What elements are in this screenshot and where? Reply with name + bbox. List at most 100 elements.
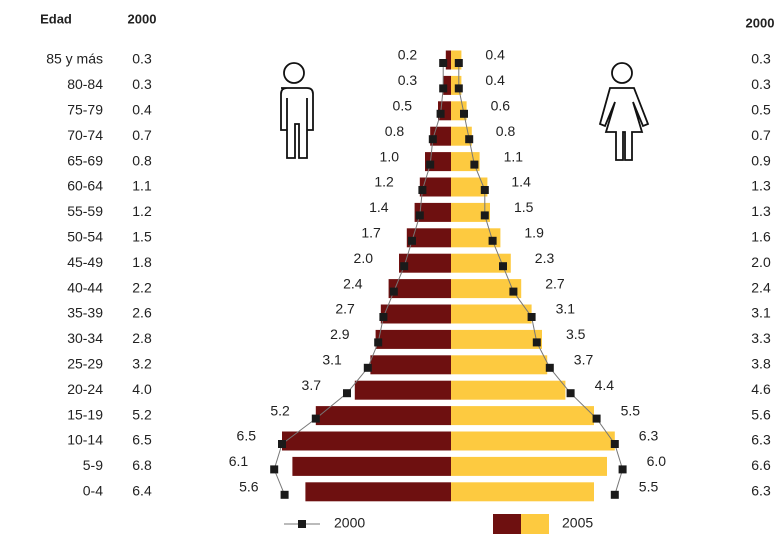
male-2005-label: 3.1 (322, 352, 342, 368)
male-2000-value: 0.4 (132, 102, 152, 118)
age-label: 20-24 (67, 381, 103, 397)
marker-2000 (488, 236, 497, 245)
age-label: 35-39 (67, 305, 103, 321)
female-2005-label: 4.4 (595, 377, 615, 393)
age-label: 25-29 (67, 356, 103, 372)
male-2000-value: 2.6 (132, 305, 152, 321)
female-2000-value: 4.6 (751, 381, 771, 397)
male-2000-value: 5.2 (132, 406, 152, 422)
male-2000-value: 3.2 (132, 356, 152, 372)
male-2005-label: 2.0 (354, 250, 374, 266)
marker-2000 (415, 211, 424, 220)
female-bar (451, 431, 615, 451)
age-label: 55-59 (67, 203, 103, 219)
column-header: 2000 (746, 15, 775, 30)
male-bar (399, 253, 451, 273)
male-bar (388, 279, 451, 299)
female-bar (451, 202, 490, 222)
marker-2000 (374, 338, 383, 347)
legend-swatch (521, 514, 549, 534)
marker-2000 (454, 84, 463, 93)
female-2000-value: 0.3 (751, 76, 771, 92)
female-2000-value: 6.3 (751, 483, 771, 499)
legend-label: 2005 (562, 515, 593, 531)
male-2005-label: 1.7 (361, 225, 381, 241)
female-2000-value: 1.6 (751, 229, 771, 245)
female-2000-value: 3.3 (751, 330, 771, 346)
female-2005-label: 3.5 (566, 326, 586, 342)
female-2005-label: 1.4 (511, 174, 531, 190)
age-label: 70-74 (67, 127, 103, 143)
female-2005-label: 0.4 (485, 47, 505, 63)
male-bar (292, 456, 451, 476)
marker-2000 (592, 414, 601, 423)
female-2000-value: 2.4 (751, 279, 771, 295)
male-2000-value: 1.1 (132, 178, 152, 194)
female-bar (451, 406, 594, 426)
male-2000-value: 0.3 (132, 51, 152, 67)
female-2000-value: 1.3 (751, 178, 771, 194)
male-2000-value: 6.5 (132, 432, 152, 448)
female-2005-label: 2.7 (545, 275, 565, 291)
legend-swatch (493, 514, 521, 534)
female-icon (598, 62, 650, 161)
female-2005-label: 3.7 (574, 352, 594, 368)
marker-2000 (439, 59, 448, 67)
marker-2000 (470, 160, 479, 169)
male-2005-label: 1.4 (369, 199, 389, 215)
male-bar (305, 482, 451, 502)
female-2000-value: 6.6 (751, 457, 771, 473)
legend-label: 2000 (334, 515, 365, 531)
male-2005-label: 0.8 (385, 123, 405, 139)
male-bar (406, 228, 451, 248)
age-label: 85 y más (46, 51, 103, 67)
female-2000-value: 3.8 (751, 356, 771, 372)
female-2005-label: 5.5 (621, 402, 641, 418)
marker-2000 (610, 490, 619, 499)
male-2000-value: 6.4 (132, 483, 152, 499)
marker-2000 (610, 440, 619, 448)
male-2000-value: 1.8 (132, 254, 152, 270)
male-2005-label: 0.2 (398, 47, 418, 63)
female-2000-value: 0.9 (751, 152, 771, 168)
female-2005-label: 0.8 (496, 123, 516, 139)
female-2005-label: 1.9 (524, 225, 544, 241)
marker-2000 (509, 287, 518, 296)
age-label: 60-64 (67, 178, 103, 194)
male-icon (280, 62, 314, 159)
male-2000-value: 4.0 (132, 381, 152, 397)
marker-2000 (480, 211, 489, 220)
marker-2000 (566, 389, 575, 398)
marker-2000 (280, 490, 289, 499)
male-bar (380, 304, 451, 324)
male-2000-value: 1.5 (132, 229, 152, 245)
female-bar (451, 329, 542, 349)
male-bar (315, 406, 451, 426)
age-label: 30-34 (67, 330, 103, 346)
male-2005-label: 0.3 (398, 72, 418, 88)
marker-2000 (426, 160, 435, 169)
male-2000-value: 0.3 (132, 76, 152, 92)
age-label: 10-14 (67, 432, 103, 448)
male-2005-label: 6.5 (237, 428, 257, 444)
male-bar (282, 431, 451, 451)
marker-2000 (343, 389, 351, 398)
male-2000-value: 6.8 (132, 457, 152, 473)
marker-2000 (389, 287, 398, 296)
age-label: 40-44 (67, 279, 103, 295)
marker-2000 (460, 109, 468, 118)
marker-2000 (527, 313, 536, 321)
male-2005-label: 2.9 (330, 326, 350, 342)
line-2000 (273, 63, 444, 495)
male-2005-label: 3.7 (302, 377, 322, 393)
female-bar (451, 482, 594, 502)
marker-2000 (545, 363, 554, 372)
female-2005-label: 0.4 (485, 72, 505, 88)
male-2000-value: 2.8 (132, 330, 152, 346)
age-label: 65-69 (67, 152, 103, 168)
male-bar (419, 177, 451, 197)
male-2005-label: 6.1 (229, 453, 249, 469)
age-label: 15-19 (67, 406, 103, 422)
female-2000-value: 0.3 (751, 51, 771, 67)
